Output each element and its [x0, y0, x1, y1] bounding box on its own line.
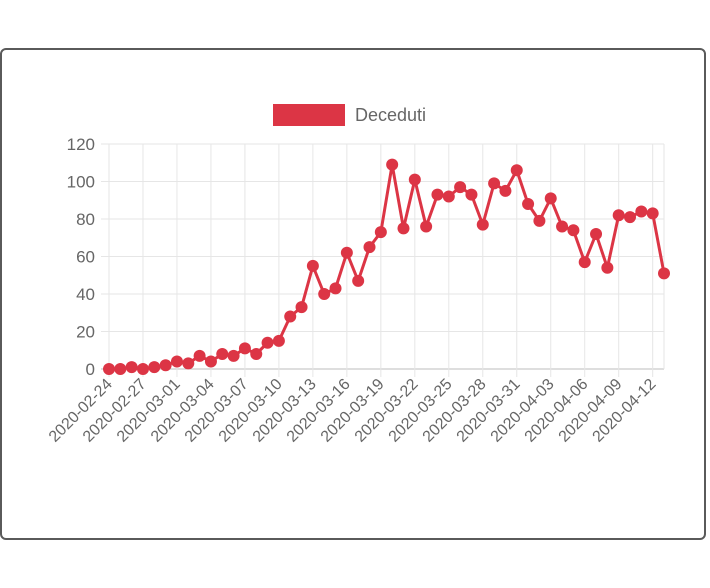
legend-label: Deceduti [355, 104, 427, 125]
data-point[interactable] [340, 246, 353, 259]
data-point[interactable] [397, 222, 410, 235]
data-point[interactable] [204, 355, 217, 368]
data-point[interactable] [567, 224, 580, 237]
series-line-deceduti [109, 163, 666, 371]
data-point[interactable] [476, 218, 489, 231]
data-point[interactable] [420, 220, 433, 233]
data-point[interactable] [612, 209, 625, 222]
data-point[interactable] [182, 357, 195, 370]
data-point[interactable] [136, 363, 149, 375]
y-tick-label: 60 [76, 248, 95, 267]
data-point[interactable] [465, 188, 478, 201]
data-point[interactable] [329, 282, 342, 295]
data-point[interactable] [148, 361, 161, 374]
data-point[interactable] [170, 355, 183, 368]
data-point[interactable] [510, 164, 523, 177]
data-point[interactable] [374, 226, 387, 239]
y-tick-label: 100 [67, 173, 95, 192]
data-point[interactable] [499, 184, 512, 197]
data-point[interactable] [114, 363, 127, 375]
data-point[interactable] [533, 214, 546, 227]
y-tick-label: 120 [67, 135, 95, 154]
chart-legend[interactable]: Deceduti [273, 104, 426, 126]
data-point[interactable] [272, 334, 285, 347]
data-point[interactable] [318, 288, 331, 300]
data-point[interactable] [216, 348, 229, 360]
data-point[interactable] [578, 256, 591, 269]
data-point[interactable] [556, 220, 569, 233]
data-point[interactable] [544, 192, 557, 205]
data-point[interactable] [159, 359, 172, 372]
data-point[interactable] [386, 158, 399, 171]
data-point[interactable] [646, 207, 659, 220]
data-point[interactable] [522, 198, 535, 210]
y-tick-label: 80 [76, 210, 95, 229]
data-point[interactable] [658, 267, 670, 280]
data-point[interactable] [635, 205, 648, 218]
data-point[interactable] [431, 188, 444, 201]
data-point[interactable] [125, 361, 138, 374]
x-axis-ticks: 2020-02-242020-02-272020-03-012020-03-04… [46, 376, 660, 446]
data-point[interactable] [488, 177, 501, 190]
data-point[interactable] [590, 228, 603, 240]
data-point[interactable] [238, 342, 251, 355]
y-tick-label: 0 [86, 360, 95, 379]
data-point[interactable] [103, 363, 115, 375]
data-point[interactable] [624, 211, 637, 224]
data-point[interactable] [284, 310, 297, 323]
y-axis-ticks: 0 20 40 60 80 100 120 [67, 135, 95, 379]
data-point[interactable] [306, 259, 319, 272]
y-tick-label: 20 [76, 323, 95, 342]
legend-swatch [273, 104, 345, 126]
series-points-deceduti [103, 158, 670, 375]
data-point[interactable] [352, 274, 365, 287]
grid-lines [101, 143, 665, 377]
data-point[interactable] [250, 348, 263, 360]
data-point[interactable] [295, 301, 308, 314]
y-tick-label: 40 [76, 285, 95, 304]
data-point[interactable] [408, 173, 421, 186]
data-point[interactable] [442, 190, 455, 203]
data-point[interactable] [454, 181, 467, 194]
data-point[interactable] [601, 261, 614, 274]
data-point[interactable] [193, 349, 206, 362]
data-point[interactable] [363, 241, 376, 254]
data-point[interactable] [227, 349, 240, 362]
data-point[interactable] [261, 336, 274, 349]
